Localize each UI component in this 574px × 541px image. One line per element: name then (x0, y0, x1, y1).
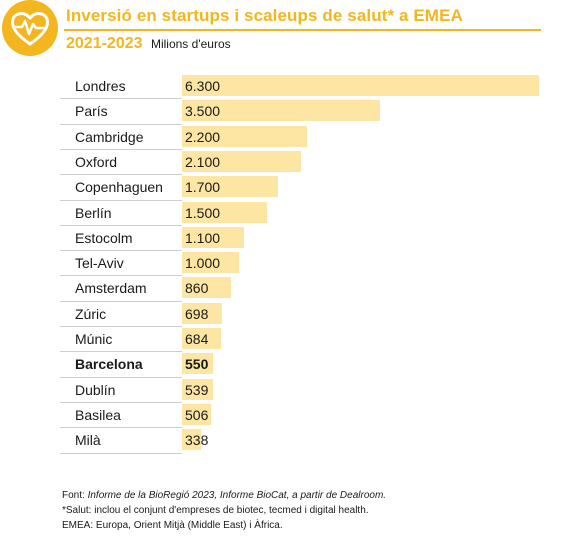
title-rule (64, 29, 541, 31)
value-label-6: 1.100 (185, 229, 221, 246)
category-label-6: Estocolm (75, 229, 133, 246)
category-label-10: Múnic (75, 331, 113, 347)
value-label-1: 3.500 (185, 103, 221, 120)
bar-7 (182, 252, 239, 274)
category-label-2: Cambridge (75, 128, 144, 145)
category-label-13: Basilea (75, 406, 121, 423)
row-divider-2 (60, 148, 182, 150)
bar-12 (182, 378, 213, 400)
row-divider-12 (60, 401, 182, 403)
row-divider-6 (60, 250, 182, 252)
category-label-4: Copenhaguen (75, 179, 163, 196)
value-label-4: 1.700 (185, 179, 221, 196)
category-label-14: Milà (75, 432, 101, 449)
category-label-7: Tel-Aviv (75, 255, 124, 272)
row-divider-9 (60, 326, 182, 327)
category-label-5: Berlín (75, 204, 112, 221)
category-label-3: Oxford (75, 153, 118, 170)
value-label-14: 338 (185, 432, 209, 449)
bar-11 (182, 353, 214, 375)
bar-chart: Londres 6.300 París 3.500 Cambridge 2.200 Oxfo… (60, 70, 550, 460)
bar-10 (182, 328, 221, 349)
bar-1 (182, 100, 381, 122)
footnotes: Font: Informe de la BioRegió 2023, Infor… (62, 488, 386, 533)
heart-pulse-icon (2, 0, 58, 56)
row-divider-0 (60, 98, 182, 100)
category-label-12: Dublín (75, 381, 116, 398)
unit-label: Milions d'euros (150, 37, 231, 51)
row-divider-8 (60, 300, 182, 302)
bar-4 (182, 176, 279, 198)
value-label-11: 550 (185, 356, 209, 373)
bar-0 (182, 75, 539, 96)
category-label-9: Zúric (75, 305, 107, 322)
row-divider-1 (60, 123, 182, 125)
value-label-9: 698 (185, 305, 209, 322)
row-divider-11 (60, 376, 182, 378)
source-note: Font: Informe de la BioRegió 2023, Infor… (62, 490, 387, 501)
bar-2 (182, 125, 307, 147)
category-label-1: París (75, 103, 108, 120)
health-note: *Salut: inclou el conjunt d'empreses de … (62, 505, 369, 516)
row-divider-3 (60, 174, 182, 176)
value-label-3: 2.100 (185, 153, 221, 170)
value-label-0: 6.300 (185, 78, 221, 94)
value-label-13: 506 (185, 406, 209, 423)
row-divider-4 (60, 199, 182, 201)
years-label: 2021-2023 (66, 35, 143, 52)
chart-subtitle: 2021-2023 Milions d'euros (66, 35, 231, 53)
bar-6 (182, 226, 245, 248)
bar-3 (182, 150, 301, 172)
value-label-5: 1.500 (185, 204, 221, 221)
bar-5 (182, 201, 267, 223)
value-label-12: 539 (185, 381, 209, 398)
row-divider-10 (60, 351, 182, 353)
bar-13 (182, 403, 211, 425)
emea-note: EMEA: Europa, Orient Mitjà (Middle East)… (62, 520, 283, 531)
value-label-2: 2.200 (185, 128, 221, 145)
category-label-0: Londres (75, 78, 126, 94)
row-divider-5 (60, 224, 182, 226)
bar-14 (182, 429, 202, 451)
row-divider-7 (60, 275, 182, 277)
row-divider-14 (60, 452, 182, 454)
chart-title: Inversió en startups i scaleups de salut… (66, 6, 463, 25)
bar-9 (182, 302, 222, 324)
value-label-10: 684 (185, 331, 209, 347)
row-divider-13 (60, 427, 182, 429)
bar-8 (182, 277, 231, 299)
category-label-11: Barcelona (75, 356, 143, 373)
value-label-8: 860 (185, 280, 209, 297)
value-label-7: 1.000 (185, 255, 221, 272)
category-label-8: Amsterdam (75, 280, 147, 297)
